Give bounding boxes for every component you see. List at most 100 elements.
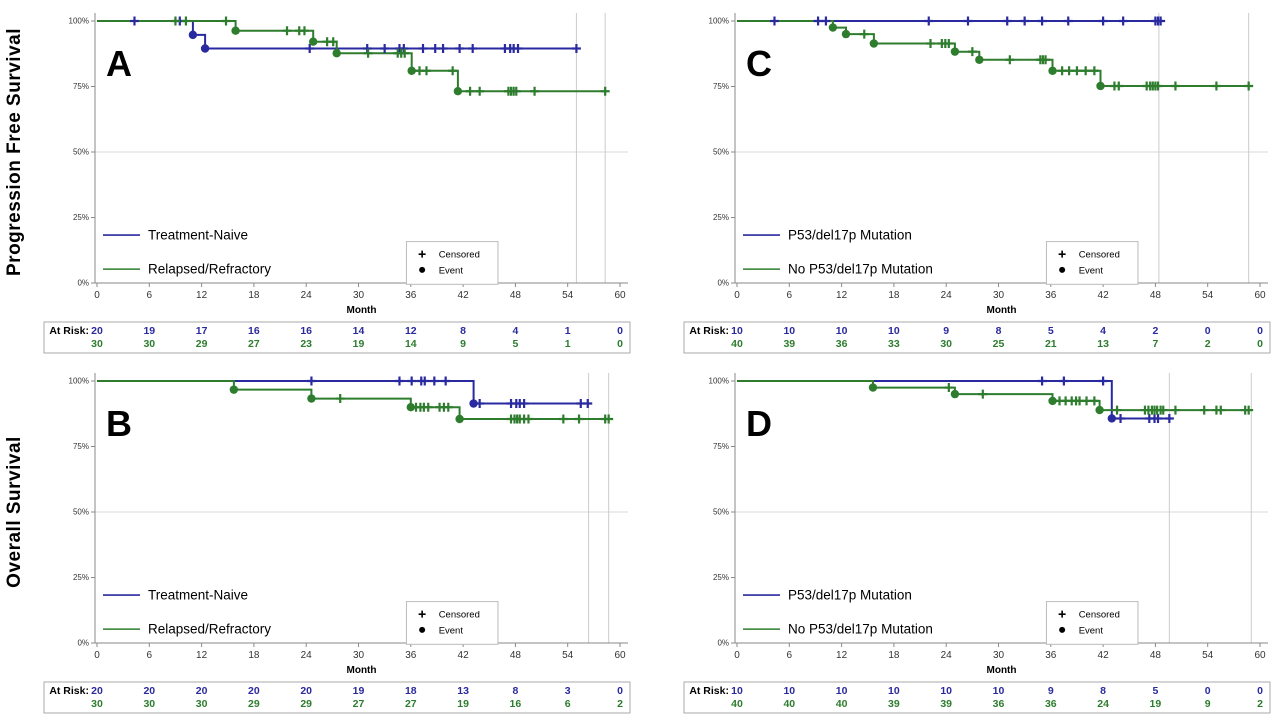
- censored-mark: [181, 16, 191, 26]
- censored-mark: [821, 16, 831, 26]
- censored-mark: [1082, 396, 1092, 406]
- at-risk-value: 27: [405, 698, 417, 710]
- x-axis-label: Month: [987, 665, 1017, 676]
- at-risk-value: 13: [1097, 338, 1109, 350]
- at-risk-value: 33: [888, 338, 900, 350]
- censored-mark: [394, 376, 404, 386]
- x-tick-label: 36: [1045, 650, 1057, 661]
- at-risk-value: 30: [940, 338, 952, 350]
- at-risk-value: 0: [1205, 685, 1211, 697]
- event-mark: [231, 26, 240, 35]
- y-tick-label: 100%: [709, 377, 729, 386]
- at-risk-value: 29: [248, 698, 260, 710]
- at-risk-value: 10: [731, 325, 743, 337]
- marker-legend-box: [1045, 601, 1139, 645]
- censored-mark: [335, 394, 345, 404]
- x-tick-label: 36: [405, 290, 417, 301]
- censored-mark: [967, 47, 977, 57]
- x-tick-label: 60: [1254, 290, 1266, 301]
- censored-mark: [441, 376, 451, 386]
- censored-mark: [1037, 376, 1047, 386]
- marker-legend-box: [405, 241, 499, 285]
- censored-mark: [420, 376, 430, 386]
- at-risk-value: 10: [783, 685, 795, 697]
- x-tick-label: 60: [1254, 650, 1266, 661]
- at-risk-value: 17: [196, 325, 208, 337]
- event-mark: [229, 385, 239, 394]
- panel-letter: A: [106, 43, 132, 84]
- at-risk-value: 16: [510, 698, 522, 710]
- event-legend-label: Event: [439, 625, 464, 636]
- censored-mark: [530, 86, 540, 96]
- event-mark: [975, 55, 984, 64]
- at-risk-value: 19: [353, 685, 365, 697]
- at-risk-value: 16: [248, 325, 260, 337]
- censored-mark: [363, 48, 373, 58]
- x-tick-label: 48: [1150, 650, 1162, 661]
- censored-mark: [448, 66, 458, 76]
- event-legend-label: Event: [439, 265, 464, 276]
- at-risk-value: 40: [783, 698, 795, 710]
- censored-mark: [571, 44, 581, 54]
- censored-mark: [1002, 16, 1012, 26]
- censored-mark: [924, 16, 934, 26]
- censored-mark: [1020, 16, 1030, 26]
- at-risk-value: 20: [196, 685, 208, 697]
- at-risk-value: 36: [993, 698, 1005, 710]
- at-risk-value: 2: [1152, 325, 1158, 337]
- censored-legend-label: Censored: [439, 610, 480, 621]
- at-risk-value: 24: [1097, 698, 1109, 710]
- y-tick-label: 0%: [717, 279, 729, 288]
- at-risk-value: 0: [617, 338, 623, 350]
- censored-mark: [400, 48, 410, 58]
- censored-mark: [1156, 16, 1166, 26]
- y-tick-label: 75%: [713, 82, 729, 91]
- event-mark: [1048, 66, 1057, 75]
- at-risk-box: [43, 681, 631, 714]
- event-legend-icon: [1059, 266, 1066, 273]
- x-tick-label: 12: [196, 650, 208, 661]
- censored-legend-label: Censored: [1079, 250, 1120, 261]
- event-mark: [950, 47, 960, 56]
- at-risk-value: 19: [353, 338, 365, 350]
- at-risk-value: 27: [353, 698, 365, 710]
- censored-mark: [1112, 405, 1122, 415]
- y-tick-label: 50%: [73, 508, 89, 517]
- event-mark: [188, 30, 198, 40]
- censored-mark: [513, 44, 523, 54]
- censored-mark: [1199, 405, 1209, 415]
- panel-b: Overall Survival 0% 25% 50% 75% 100% 0 6 12 18 24…: [0, 360, 640, 720]
- censored-mark: [430, 44, 440, 54]
- x-tick-label: 54: [1202, 650, 1214, 661]
- panel-letter: C: [746, 43, 772, 84]
- event-mark: [332, 49, 341, 58]
- legend-label: No P53/del17p Mutation: [788, 262, 933, 277]
- event-mark: [200, 44, 210, 53]
- at-risk-value: 14: [405, 338, 417, 350]
- censored-mark: [926, 39, 936, 49]
- censored-mark: [944, 383, 954, 393]
- x-tick-label: 18: [888, 290, 900, 301]
- x-tick-label: 36: [1045, 290, 1057, 301]
- censored-mark: [813, 16, 823, 26]
- at-risk-value: 5: [512, 338, 518, 350]
- at-risk-label: At Risk:: [49, 685, 89, 697]
- x-tick-label: 60: [614, 650, 626, 661]
- legend-label: P53/del17p Mutation: [788, 228, 912, 243]
- at-risk-value: 40: [731, 698, 743, 710]
- censored-mark: [1164, 413, 1174, 423]
- km-chart-a: 0%25%50%75%100%0 6 12 18 24 30 36 42 48 54 60Month…: [43, 13, 631, 354]
- x-tick-label: 6: [147, 290, 153, 301]
- at-risk-value: 30: [143, 698, 155, 710]
- at-risk-value: 23: [300, 338, 312, 350]
- censored-mark: [1064, 66, 1074, 76]
- x-tick-label: 24: [301, 290, 313, 301]
- km-curve: [97, 20, 606, 93]
- marker-legend-box: [405, 601, 499, 645]
- legend-label: Relapsed/Refractory: [148, 622, 271, 637]
- event-mark: [407, 66, 416, 75]
- at-risk-value: 0: [1205, 325, 1211, 337]
- censored-mark: [221, 16, 231, 26]
- x-tick-label: 0: [734, 290, 740, 301]
- x-tick-label: 18: [248, 650, 260, 661]
